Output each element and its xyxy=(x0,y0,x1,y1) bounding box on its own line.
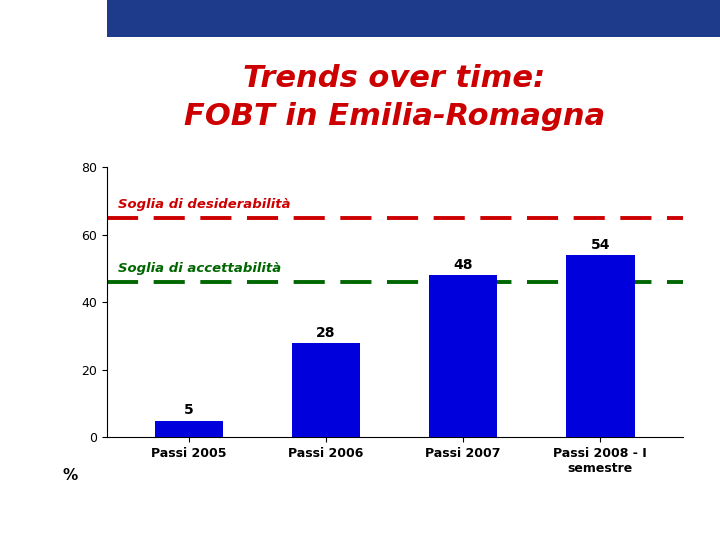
Text: Trends over time:: Trends over time: xyxy=(243,64,546,93)
Bar xyxy=(155,421,223,437)
Text: 5: 5 xyxy=(184,403,194,417)
Text: FOBT in Emilia-Romagna: FOBT in Emilia-Romagna xyxy=(184,102,606,131)
Text: Soglia di desiderabilità: Soglia di desiderabilità xyxy=(118,198,291,211)
Bar xyxy=(292,343,360,437)
Text: 54: 54 xyxy=(590,238,610,252)
Text: %: % xyxy=(63,468,78,483)
Text: Soglia di accettabilità: Soglia di accettabilità xyxy=(118,262,282,275)
Text: 28: 28 xyxy=(316,326,336,340)
Text: 48: 48 xyxy=(454,258,473,272)
Bar xyxy=(566,255,634,437)
Bar xyxy=(429,275,498,437)
